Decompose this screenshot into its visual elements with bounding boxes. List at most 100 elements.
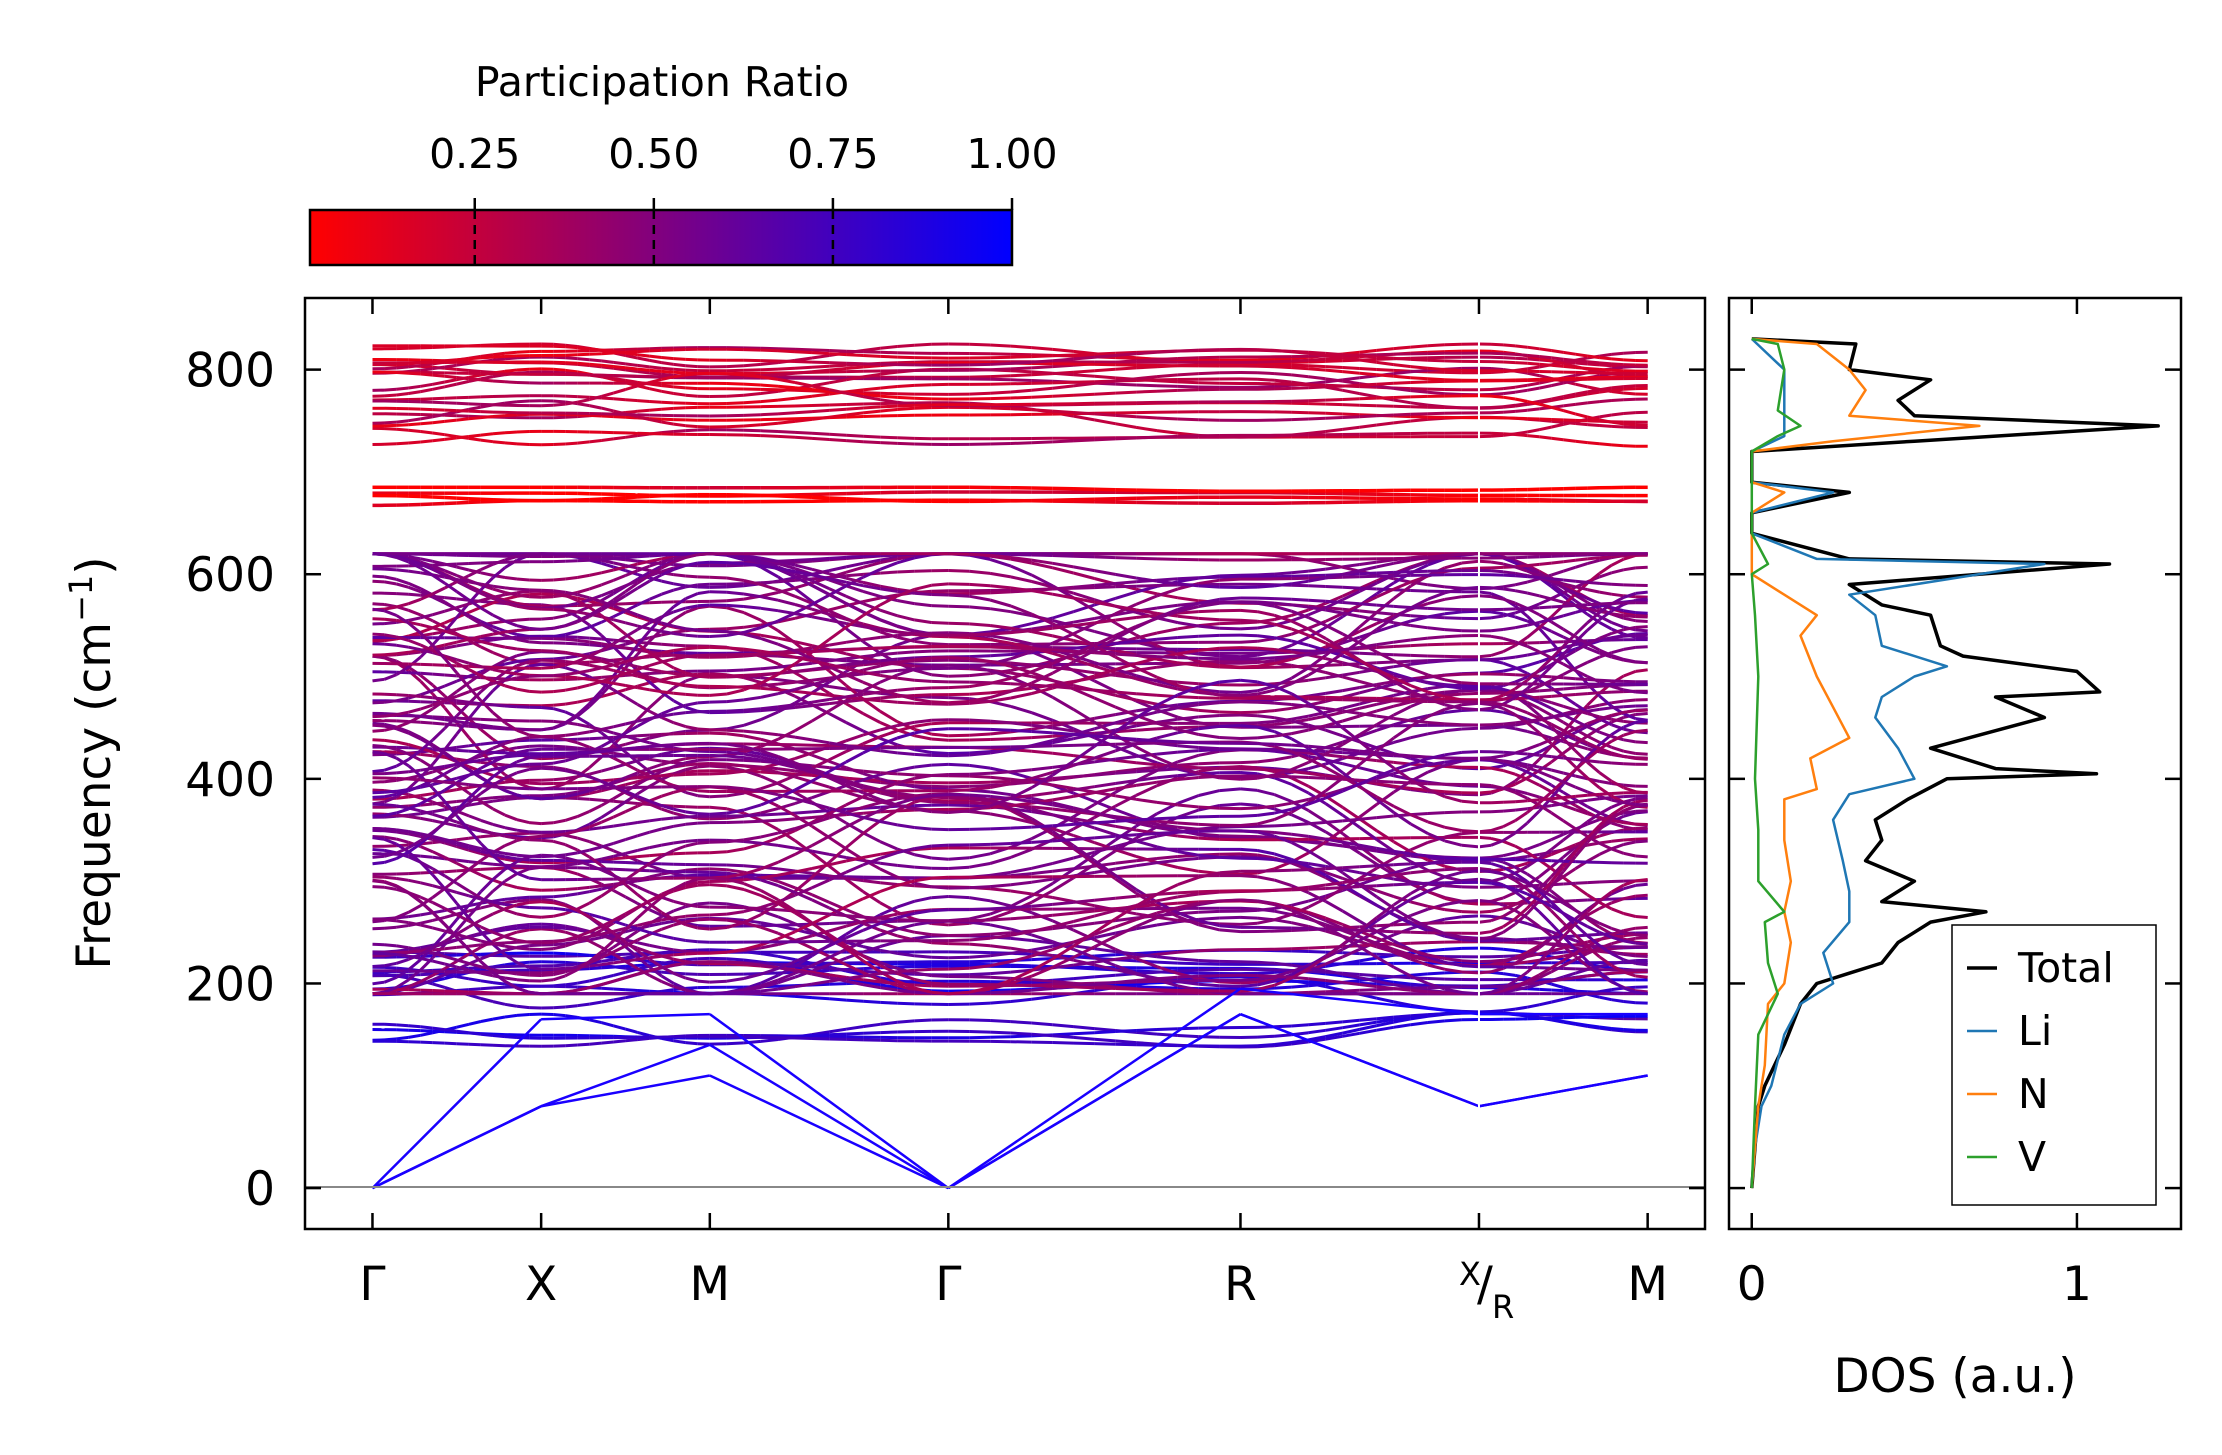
band-line-segment xyxy=(1461,609,1480,614)
band-line-segment xyxy=(1136,1043,1158,1047)
band-line-segment xyxy=(456,858,470,864)
band-line-segment xyxy=(577,638,590,644)
band-line-segment xyxy=(625,780,638,787)
band-line-segment xyxy=(673,582,686,588)
band-line-segment xyxy=(540,616,554,621)
band-line-segment xyxy=(685,1041,698,1046)
band-line-segment xyxy=(969,622,991,627)
band-line-segment xyxy=(1444,915,1463,921)
band-line-segment xyxy=(492,1000,506,1006)
band-line-segment xyxy=(492,1034,506,1039)
band-line-segment xyxy=(862,969,881,974)
band-line-segment xyxy=(828,640,847,647)
band-line-segment xyxy=(1240,664,1258,669)
band-line-segment xyxy=(811,1033,830,1037)
band-line-segment xyxy=(969,691,991,696)
band-line-segment xyxy=(432,1041,445,1045)
band-line-segment xyxy=(1198,916,1220,921)
band-line-segment xyxy=(1623,783,1636,788)
band-line-segment xyxy=(648,965,663,978)
band-line-segment xyxy=(1410,1021,1429,1027)
band-line-segment xyxy=(540,706,554,711)
band-line-segment xyxy=(1410,643,1428,648)
band-line-segment xyxy=(1410,1013,1429,1018)
band-line-segment xyxy=(419,674,434,687)
band-line-segment xyxy=(931,721,949,726)
band-line-segment xyxy=(709,764,728,769)
band-line-segment xyxy=(1135,784,1158,797)
band-line-segment xyxy=(468,977,482,983)
band-line-segment xyxy=(1010,1034,1032,1039)
band-line-segment xyxy=(1325,955,1344,966)
band-line-segment xyxy=(1115,767,1137,774)
band-line-segment xyxy=(1410,941,1428,945)
band-line-segment xyxy=(1274,801,1292,808)
band-line-segment xyxy=(1376,974,1394,979)
band-line-segment xyxy=(794,1036,813,1040)
band-line-segment xyxy=(444,679,458,688)
band-line-segment xyxy=(1291,921,1309,928)
band-line-segment xyxy=(931,773,949,777)
band-line-segment xyxy=(948,631,970,635)
band-line-segment xyxy=(1240,721,1258,725)
band-line-segment xyxy=(625,800,638,805)
band-line-segment xyxy=(879,983,898,989)
band-line-segment xyxy=(862,735,881,746)
band-line-segment xyxy=(685,583,699,589)
band-line-segment xyxy=(637,854,650,859)
band-line-segment xyxy=(1156,750,1179,756)
band-line-segment xyxy=(1444,610,1463,616)
band-line-segment xyxy=(914,865,932,870)
band-line-segment xyxy=(384,973,397,978)
band-line-segment xyxy=(396,592,409,596)
band-line-segment xyxy=(811,702,830,708)
band-line-segment xyxy=(1291,608,1310,617)
band-line-segment xyxy=(1575,677,1588,681)
band-line-segment xyxy=(577,791,590,798)
band-line-segment xyxy=(529,830,542,834)
band-line-segment xyxy=(1325,972,1343,978)
band-line-segment xyxy=(828,658,847,663)
band-line-segment xyxy=(456,642,470,648)
band-line-segment xyxy=(541,793,554,798)
band-line-segment xyxy=(1490,787,1504,794)
band-line-segment xyxy=(897,650,915,655)
band-line-segment xyxy=(1257,723,1275,728)
band-line-segment xyxy=(914,763,932,769)
band-line-segment xyxy=(1291,569,1309,575)
band-line-segment xyxy=(396,813,409,818)
band-line-segment xyxy=(897,772,915,777)
band-line-segment xyxy=(726,957,745,962)
band-line-segment xyxy=(589,557,602,562)
band-line-segment xyxy=(697,794,710,799)
band-line-segment xyxy=(914,1018,932,1023)
band-line-segment xyxy=(1635,668,1648,673)
band-line-segment xyxy=(600,561,614,569)
band-line-segment xyxy=(1274,1024,1292,1029)
band-line-segment xyxy=(553,925,566,930)
band-line-segment xyxy=(565,641,578,646)
band-line-segment xyxy=(420,972,433,977)
band-line-segment xyxy=(516,1013,530,1017)
band-line-segment xyxy=(612,574,627,582)
band-line-segment xyxy=(969,763,991,770)
band-line-segment xyxy=(760,655,779,666)
band-line-segment xyxy=(1274,554,1292,560)
band-line-segment xyxy=(1052,566,1074,575)
band-line-segment xyxy=(1274,720,1292,726)
band-line-segment xyxy=(990,959,1011,963)
band-line-segment xyxy=(1219,765,1241,770)
band-line-segment xyxy=(1156,950,1179,956)
band-line-segment xyxy=(845,795,864,807)
band-line-segment xyxy=(1359,1028,1378,1035)
band-line-segment xyxy=(1257,623,1275,630)
band-line-segment xyxy=(1257,720,1275,725)
band-line-segment xyxy=(1308,584,1326,588)
band-line-segment xyxy=(1073,975,1095,981)
band-line-segment xyxy=(880,695,898,700)
band-line-segment xyxy=(685,769,698,774)
band-line-segment xyxy=(661,950,674,955)
band-line-segment xyxy=(613,657,626,662)
band-line-segment xyxy=(914,569,932,573)
band-line-segment xyxy=(432,982,446,989)
